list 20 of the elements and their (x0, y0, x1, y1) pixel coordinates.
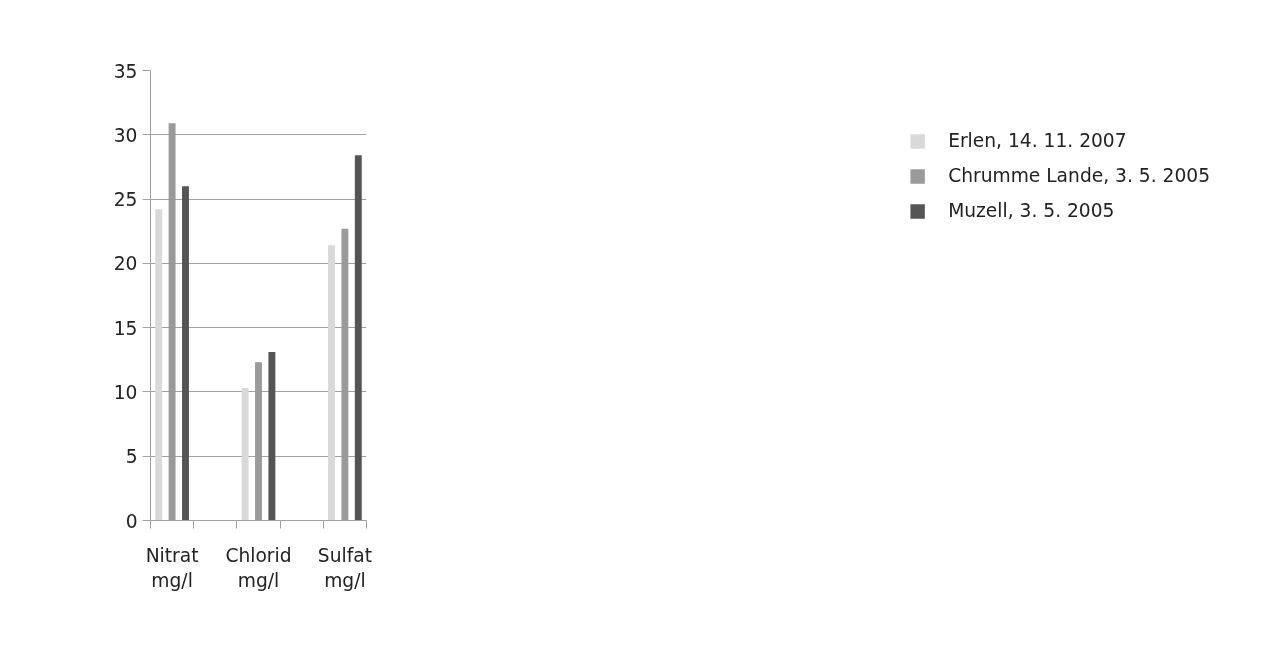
y-tick-label: 5 (125, 446, 138, 468)
bar (241, 388, 249, 521)
legend-label: Chrumme Lande, 3. 5. 2005 (948, 165, 1210, 186)
bar (155, 209, 163, 521)
y-tick-label: 15 (113, 317, 138, 339)
bar (354, 155, 362, 521)
y-tick-label: 25 (113, 189, 138, 211)
bar (182, 186, 189, 521)
bar (268, 352, 276, 521)
x-tick-label: Nitrat mg/l (145, 544, 199, 591)
y-tick-label: 0 (125, 510, 138, 532)
legend-label: Muzell, 3. 5. 2005 (948, 200, 1115, 221)
y-tick-label: 30 (113, 124, 138, 146)
x-tick-label: Chlorid mg/l (225, 544, 292, 591)
legend-label: Erlen, 14. 11. 2007 (948, 130, 1127, 151)
y-tick-label: 35 (113, 60, 138, 82)
y-tick-label: 20 (113, 253, 138, 275)
bar (328, 245, 335, 521)
x-tick-label: Sulfat mg/l (317, 544, 372, 591)
y-tick-label: 10 (113, 381, 138, 403)
